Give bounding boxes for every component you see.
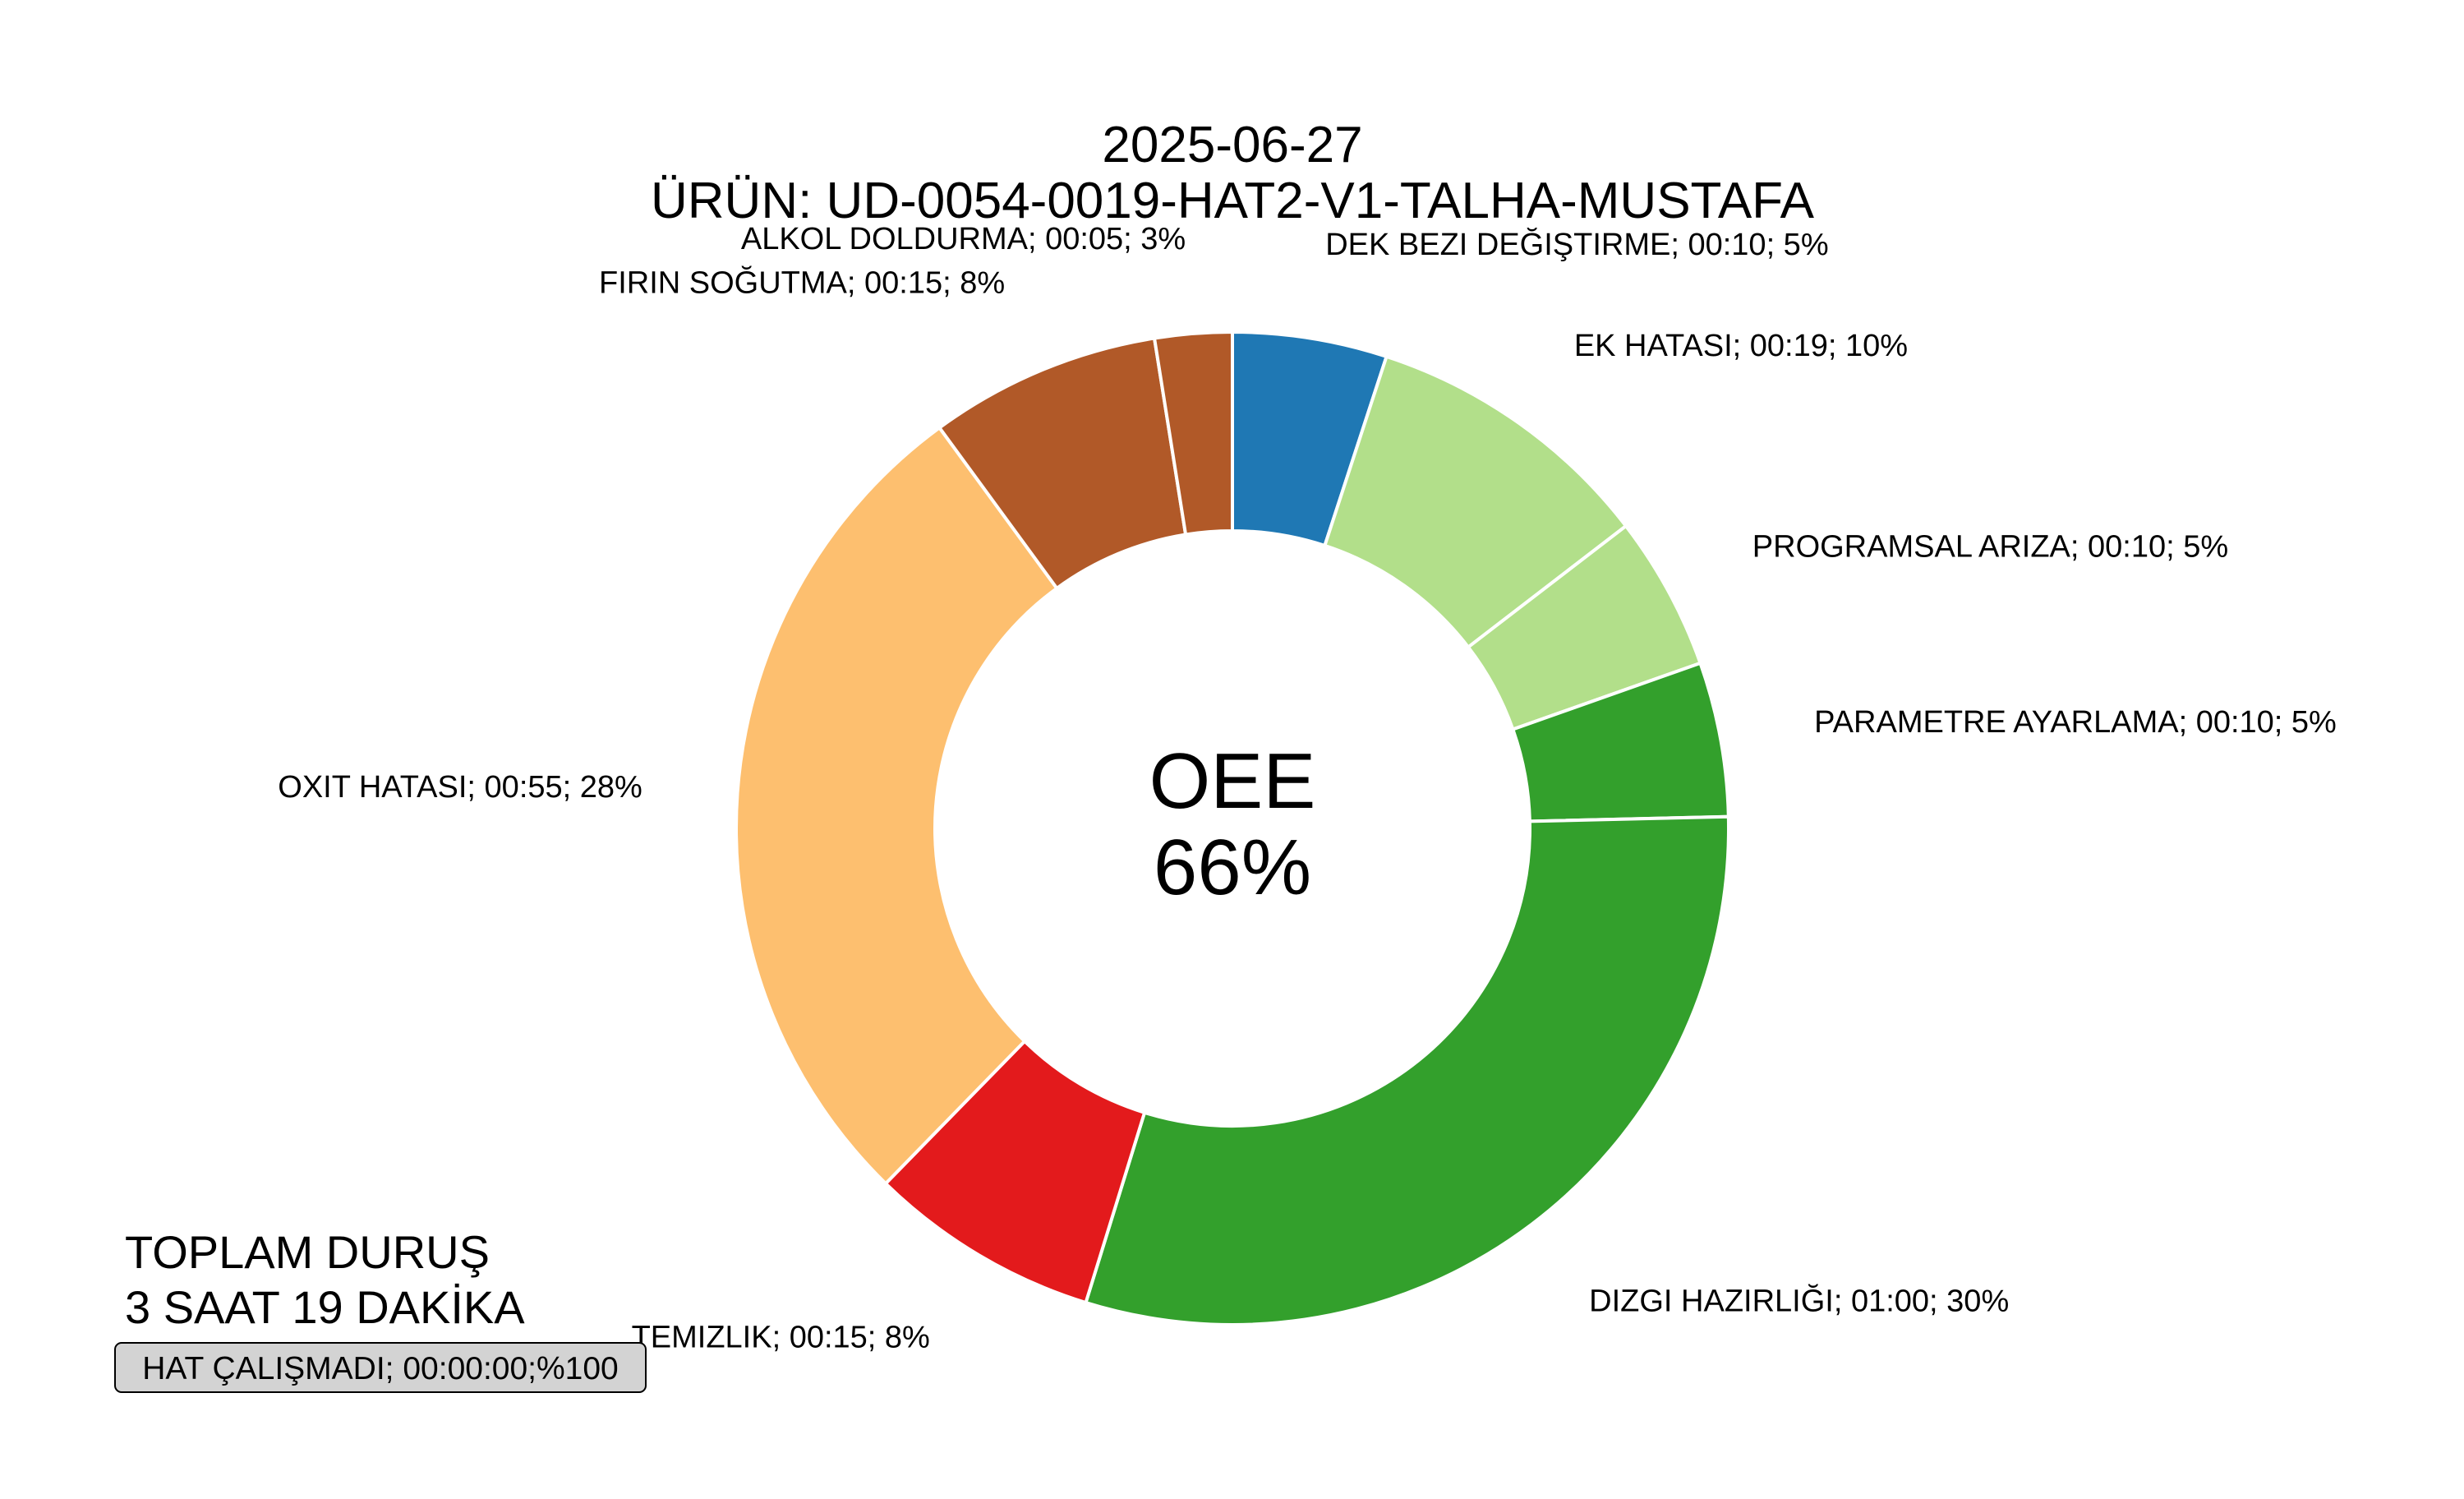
center-value: 66% <box>1154 823 1311 911</box>
slice-labels: DEK BEZI DEĞIŞTIRME; 00:10; 5% EK HATASI;… <box>278 222 2337 1355</box>
slice-dizgi-hazirli-i <box>1084 814 1730 1326</box>
slice-label-dek-bezi-de-i-tirme: DEK BEZI DEĞIŞTIRME; 00:10; 5% <box>1325 226 1828 262</box>
slice-label-alkol-doldurma: ALKOL DOLDURMA; 00:05; 3% <box>741 222 1186 256</box>
total-downtime-value: 3 SAAT 19 DAKİKA <box>125 1281 525 1333</box>
slice-label-temizlik: TEMIZLIK; 00:15; 8% <box>632 1321 930 1355</box>
slice-label-programsal-ariza: PROGRAMSAL ARIZA; 00:10; 5% <box>1752 530 2228 565</box>
slice-label-dizgi-hazirli-i: DIZGI HAZIRLIĞI; 01:00; 30% <box>1589 1282 2009 1318</box>
donut-slices <box>735 330 1730 1326</box>
slice-label-parametre-ayarlama: PARAMETRE AYARLAMA; 00:10; 5% <box>1814 705 2337 740</box>
chart-subtitle: ÜRÜN: UD-0054-0019-HAT2-V1-TALHA-MUSTAFA <box>651 173 1815 229</box>
center-label: OEE <box>1149 737 1316 825</box>
slice-oxit-hatasi <box>735 425 1060 1186</box>
slice-alkol-doldurma <box>1152 330 1234 537</box>
slice-label-oxit-hatasi: OXIT HATASI; 00:55; 28% <box>278 770 642 805</box>
chart-title: 2025-06-27 <box>1102 117 1362 173</box>
status-box-text: HAT ÇALIŞMADI; 00:00:00;%100 <box>142 1351 619 1386</box>
total-downtime-label: TOPLAM DURUŞ <box>125 1226 490 1278</box>
slice-label-firin-so-utma: FIRIN SOĞUTMA; 00:15; 8% <box>599 264 1005 300</box>
status-box <box>114 1342 647 1393</box>
slice-label-ek-hatasi: EK HATASI; 00:19; 10% <box>1574 329 1908 363</box>
